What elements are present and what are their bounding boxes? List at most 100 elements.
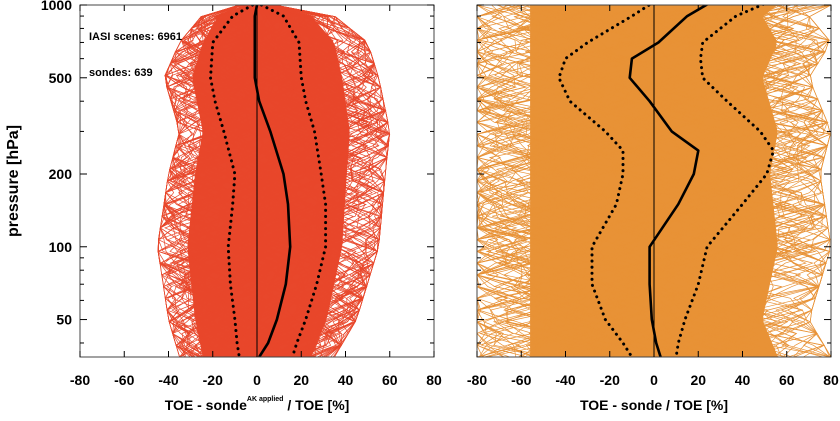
profile-line — [166, 5, 290, 357]
profile-line — [579, 5, 789, 357]
profile-line — [477, 5, 660, 357]
x-tick-label: -80 — [70, 372, 90, 388]
profile-line — [164, 5, 285, 357]
y-tick-label: 50 — [56, 312, 72, 328]
left-spread-band — [157, 5, 391, 357]
y-axis-label: pressure [hPa] — [5, 125, 22, 237]
profile-line — [642, 5, 798, 357]
left-panel: -80 -60 -40 -20 0 20 40 60 80 50 100 200 500 1000 IAS… — [5, 0, 442, 413]
profile-line — [159, 5, 250, 357]
annotation-iasi-scenes: IASI scenes: 6961 — [89, 31, 182, 43]
profile-line — [477, 5, 692, 357]
profile-line — [174, 5, 305, 357]
x-tick-label: -20 — [600, 372, 620, 388]
profile-line — [190, 5, 296, 357]
x-tick-label: 20 — [293, 372, 309, 388]
profile-line — [235, 5, 378, 357]
profile-line — [639, 5, 812, 357]
profile-line — [171, 5, 380, 357]
profile-line — [265, 5, 384, 357]
profile-line — [196, 5, 389, 357]
profile-line — [496, 5, 820, 357]
profile-line — [634, 5, 831, 357]
profile-line — [477, 5, 831, 357]
profile-line — [614, 5, 776, 357]
profile-line — [607, 5, 831, 357]
std-dev-line — [259, 5, 328, 357]
right-panel: -80 -60 -40 -20 0 20 40 60 80 TOE - sonde / TOE … — [467, 4, 839, 413]
profile-line — [477, 5, 683, 357]
profile-line — [477, 5, 618, 357]
profile-line — [161, 5, 240, 357]
profile-line — [542, 5, 831, 357]
mean-line — [628, 5, 709, 357]
profile-line — [477, 5, 798, 357]
profile-line — [181, 5, 287, 357]
x-tick-label: 40 — [735, 372, 751, 388]
y-tick-label: 200 — [49, 166, 73, 182]
profile-line — [247, 5, 386, 357]
right-axis-ticks: -80 -60 -40 -20 0 20 40 60 80 — [467, 4, 839, 388]
right-x-axis-label: TOE - sonde / TOE [%] — [580, 397, 728, 413]
profile-line — [176, 5, 363, 357]
profile-line — [477, 5, 612, 357]
profile-line — [534, 5, 755, 357]
profile-line — [168, 5, 291, 357]
profile-line — [157, 5, 258, 357]
profile-line — [477, 5, 639, 357]
x-tick-label: 40 — [338, 372, 354, 388]
profile-line — [159, 5, 279, 357]
x-tick-label: 0 — [253, 372, 261, 388]
left-series-lines — [209, 5, 328, 357]
profile-line — [477, 5, 687, 357]
x-tick-label: 0 — [650, 372, 658, 388]
x-tick-label: 80 — [426, 372, 442, 388]
x-tick-label: -60 — [511, 372, 531, 388]
profile-line — [507, 5, 795, 357]
left-x-label-superscript: AK applied — [247, 396, 284, 403]
profile-line — [486, 5, 717, 357]
profile-line — [477, 5, 681, 357]
left-axis-ticks: -80 -60 -40 -20 0 20 40 60 80 50 100 200 500 1000 — [41, 0, 442, 388]
x-tick-label: -40 — [555, 372, 575, 388]
x-tick-label: 80 — [823, 372, 839, 388]
profile-line — [522, 5, 831, 357]
profile-line — [163, 5, 284, 357]
profile-line — [477, 5, 579, 357]
profile-line — [632, 5, 830, 357]
x-tick-label: -60 — [114, 372, 134, 388]
profile-line — [477, 5, 694, 357]
left-x-label-suffix: / TOE [%] — [283, 397, 349, 413]
profile-line — [477, 5, 710, 357]
profile-line — [529, 5, 796, 357]
profile-line — [228, 5, 360, 357]
profile-line — [477, 5, 796, 357]
profile-line — [161, 5, 330, 357]
profile-line — [494, 5, 784, 357]
x-tick-label: -80 — [467, 372, 487, 388]
y-tick-label: 1000 — [41, 0, 72, 13]
left-x-label-main: TOE - sonde — [165, 397, 247, 413]
profile-line — [477, 5, 831, 357]
profile-line — [166, 5, 268, 357]
profile-line — [268, 5, 390, 357]
x-tick-label: -40 — [158, 372, 178, 388]
profile-line — [657, 5, 828, 357]
profile-line — [254, 5, 369, 357]
profile-line — [477, 5, 695, 357]
profile-line — [477, 5, 681, 357]
profile-line — [238, 5, 335, 357]
left-x-axis-label: TOE - sondeAK applied / TOE [%] — [165, 396, 350, 413]
profile-line — [477, 5, 773, 357]
profile-line — [259, 5, 385, 357]
profile-line — [483, 5, 693, 357]
profile-line — [254, 5, 390, 357]
profile-line — [532, 5, 800, 357]
profile-line — [477, 5, 718, 357]
x-tick-label: -20 — [203, 372, 223, 388]
profile-line — [477, 5, 739, 357]
x-tick-label: 20 — [690, 372, 706, 388]
profile-line — [669, 5, 825, 357]
